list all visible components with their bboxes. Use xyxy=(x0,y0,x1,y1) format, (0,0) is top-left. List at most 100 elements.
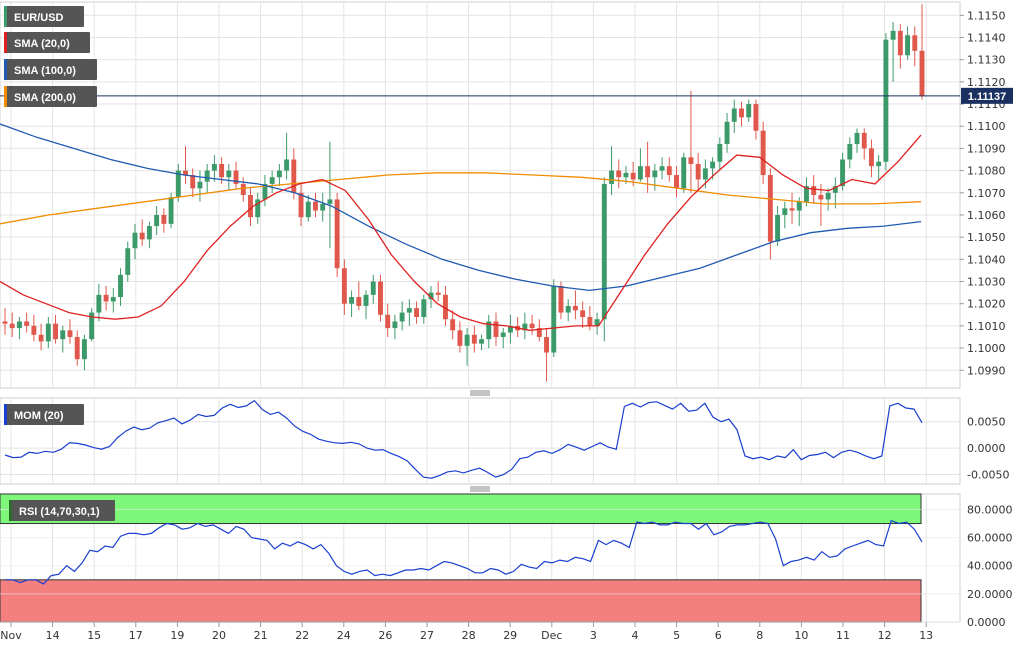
x-tick-label: Nov xyxy=(0,629,22,642)
candle-body xyxy=(240,183,246,195)
candle-body xyxy=(493,321,499,337)
candle-body xyxy=(110,297,116,302)
legend-sma100-swatch xyxy=(4,59,7,80)
current-price-label: 1.11137 xyxy=(968,91,1007,103)
x-tick-label: 6 xyxy=(715,629,722,642)
candle-body xyxy=(536,328,542,337)
price-y-tick-label: 1.1130 xyxy=(967,54,1006,67)
rsi-y-tick-label: 0.0000 xyxy=(967,616,1006,629)
candle-body xyxy=(782,208,788,215)
legend-sma20-bg xyxy=(4,32,90,53)
candle-body xyxy=(139,232,145,240)
candle-body xyxy=(67,330,73,337)
rsi-line xyxy=(5,519,923,585)
price-y-tick-label: 1.1050 xyxy=(967,231,1006,244)
candle-body xyxy=(861,132,867,149)
panel-frame xyxy=(0,397,961,485)
x-tick-label: 28 xyxy=(462,629,476,642)
x-tick-label: 26 xyxy=(378,629,392,642)
candle-body xyxy=(471,334,477,344)
legend-sma20-swatch xyxy=(4,32,7,53)
candle-body xyxy=(313,201,318,211)
x-tick-label: Dec xyxy=(541,629,562,642)
candle-body xyxy=(211,163,217,171)
x-tick-label: 20 xyxy=(212,629,226,642)
candle-body xyxy=(60,330,66,340)
candle-body xyxy=(869,148,874,167)
legend-sma20[interactable]: SMA (20,0) xyxy=(4,32,90,53)
candle-body xyxy=(746,104,752,118)
x-tick-label: 15 xyxy=(87,629,101,642)
candle-body xyxy=(847,143,853,160)
candle-body xyxy=(132,232,138,249)
candle-body xyxy=(724,121,730,144)
legend-sma200-label: SMA (200,0) xyxy=(14,92,76,104)
candle-body xyxy=(623,172,629,178)
candle-body xyxy=(760,130,766,176)
candle-body xyxy=(767,175,773,242)
candle-body xyxy=(731,108,737,122)
candle-body xyxy=(24,321,30,326)
sma100-line xyxy=(0,123,922,292)
candle-body xyxy=(674,175,679,189)
candle-body xyxy=(616,170,622,178)
price-y-tick-label: 1.1040 xyxy=(967,253,1006,266)
candle-body xyxy=(9,323,15,329)
rsi-oversold-zone xyxy=(0,579,922,623)
legend-mom-swatch xyxy=(4,404,7,425)
candle-body xyxy=(168,197,174,224)
candle-body xyxy=(811,186,817,195)
candle-body xyxy=(305,201,311,218)
legend-symbol-bg xyxy=(4,6,84,27)
x-tick-label: 22 xyxy=(295,629,309,642)
price-y-tick-label: 1.1120 xyxy=(967,76,1006,89)
candle-body xyxy=(587,317,593,326)
candle-body xyxy=(414,308,420,318)
candle-body xyxy=(341,268,347,304)
legend-mom[interactable]: MOM (20) xyxy=(4,404,84,425)
sma20-line xyxy=(0,134,922,331)
candle-body xyxy=(551,285,557,353)
mom-y-tick-label: -0.0050 xyxy=(967,469,1009,482)
candle-body xyxy=(349,297,355,304)
candle-body xyxy=(688,157,694,164)
x-tick-label: 13 xyxy=(919,629,933,642)
price-y-tick-label: 1.1100 xyxy=(967,120,1006,133)
candle-body xyxy=(204,170,210,182)
x-tick-label: 17 xyxy=(129,629,143,642)
x-tick-label: 29 xyxy=(503,629,517,642)
legend-sma200[interactable]: SMA (200,0) xyxy=(4,86,97,107)
candle-body xyxy=(327,199,333,204)
candle-body xyxy=(544,336,549,353)
candle-body xyxy=(565,305,571,313)
legend-sma100[interactable]: SMA (100,0) xyxy=(4,59,97,80)
candle-body xyxy=(594,319,600,326)
x-tick-label: 14 xyxy=(46,629,60,642)
candle-body xyxy=(38,334,44,342)
candle-body xyxy=(291,159,297,193)
candle-body xyxy=(854,132,860,144)
candle-body xyxy=(486,321,492,340)
candle-body xyxy=(609,170,614,184)
candle-body xyxy=(53,323,58,340)
candle-body xyxy=(450,319,456,331)
candle-body xyxy=(81,339,87,360)
x-tick-label: 27 xyxy=(420,629,434,642)
candle-body xyxy=(659,166,665,171)
candle-body xyxy=(276,170,282,178)
candle-body xyxy=(666,166,672,176)
candle-body xyxy=(457,330,463,346)
legend-symbol[interactable]: EUR/USD xyxy=(4,6,84,27)
candle-body xyxy=(572,305,578,311)
candle-body xyxy=(378,281,383,315)
candle-body xyxy=(804,186,809,202)
price-y-tick-label: 1.1000 xyxy=(967,342,1006,355)
candle-body xyxy=(392,321,398,329)
candle-body xyxy=(118,274,123,298)
legend-symbol-label: EUR/USD xyxy=(14,12,64,24)
candle-body xyxy=(695,163,701,180)
legend-rsi[interactable]: RSI (14,70,30,1) xyxy=(9,500,115,521)
legend-rsi-label: RSI (14,70,30,1) xyxy=(19,506,100,518)
candle-body xyxy=(2,321,8,324)
candle-body xyxy=(897,30,903,56)
